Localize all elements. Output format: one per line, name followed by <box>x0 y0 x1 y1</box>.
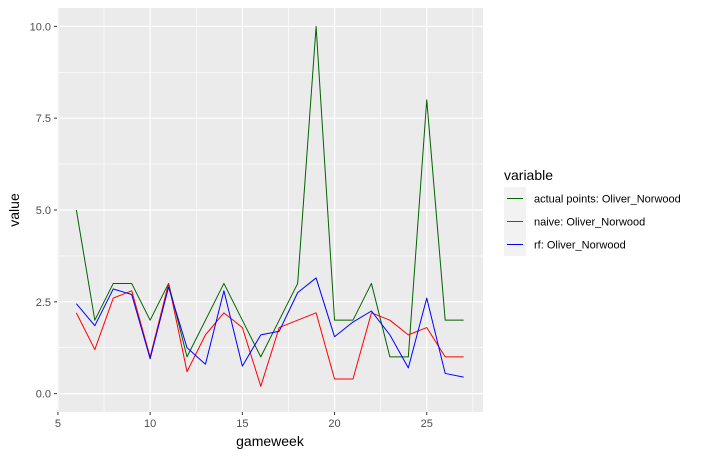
legend-label: naive: Oliver_Norwood <box>534 217 645 229</box>
x-tick-label: 10 <box>144 418 156 430</box>
series-lines <box>75 25 464 387</box>
legend-label: rf: Oliver_Norwood <box>534 240 626 252</box>
series-line <box>75 277 464 378</box>
series-line <box>75 282 464 387</box>
x-axis-title: gameweek <box>236 433 305 449</box>
y-tick-label: 0.0 <box>36 389 51 401</box>
major-gridlines <box>57 8 483 412</box>
y-axis-ticks: 0.0 2.5 5.0 7.5 10.0 <box>30 21 57 401</box>
legend: variable actual points: Oliver_Norwoodna… <box>504 167 681 256</box>
y-tick-label: 5.0 <box>36 205 51 217</box>
legend-title: variable <box>504 167 553 183</box>
y-tick-label: 10.0 <box>30 21 51 33</box>
series-line <box>75 25 464 358</box>
y-tick-label: 2.5 <box>36 297 51 309</box>
x-tick-label: 15 <box>236 418 248 430</box>
x-tick-label: 25 <box>421 418 433 430</box>
y-tick-label: 7.5 <box>36 113 51 125</box>
y-axis-title: value <box>6 193 22 227</box>
x-tick-label: 20 <box>328 418 340 430</box>
x-tick-label: 5 <box>55 418 61 430</box>
x-axis-ticks: 5 10 15 20 25 <box>55 412 433 430</box>
legend-label: actual points: Oliver_Norwood <box>534 194 681 206</box>
legend-items: actual points: Oliver_Norwood naive: Oliv… <box>504 187 681 256</box>
